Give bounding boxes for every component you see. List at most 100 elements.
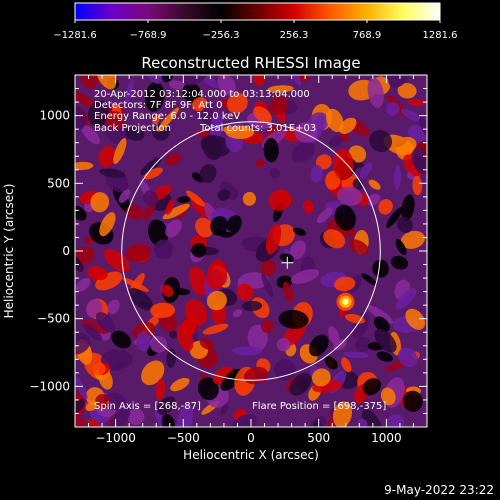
x-tick-label: −1000 — [95, 431, 136, 445]
texture-blob — [95, 394, 110, 410]
texture-blob — [199, 164, 217, 183]
texture-blob — [411, 147, 427, 175]
texture-blob — [282, 281, 294, 303]
texture-blob — [157, 396, 176, 415]
annotation-block: 20-Apr-2012 03:12:04.000 to 03:13:04.000… — [94, 89, 316, 134]
texture-blob — [368, 179, 381, 190]
colorbar-tick-label: −768.9 — [130, 30, 167, 41]
texture-blob — [206, 290, 227, 311]
texture-blob — [82, 323, 103, 341]
texture-blob — [162, 203, 190, 220]
colorbar-tick-label: 1281.6 — [423, 30, 458, 41]
texture-blob — [95, 311, 116, 333]
texture-blob — [276, 337, 291, 352]
texture-blob — [127, 408, 145, 426]
spin-axis-marker — [281, 256, 294, 269]
texture-blob — [98, 168, 126, 178]
texture-blob — [217, 75, 236, 96]
x-axis-label: Heliocentric X (arcsec) — [183, 448, 319, 462]
texture-blob — [182, 82, 202, 103]
texture-blob — [366, 193, 381, 206]
texture-blob — [96, 75, 117, 90]
texture-blob — [198, 377, 219, 401]
flare-source — [342, 298, 349, 305]
y-axis-label: Heliocentric Y (arcsec) — [2, 184, 16, 319]
texture-blob — [84, 236, 94, 245]
texture-blob — [166, 348, 177, 368]
texture-blob — [328, 325, 340, 346]
annotation-line: Detectors: 7F 8F 9F, Att 0 — [94, 100, 222, 111]
texture-blob — [201, 75, 219, 89]
texture-blob — [181, 75, 208, 86]
texture-blob — [206, 259, 228, 290]
texture-blob — [323, 229, 346, 249]
y-tick-label: 0 — [62, 244, 70, 258]
annotation-line: Energy Range: 6.0 - 12.0 keV — [94, 111, 240, 122]
texture-blob — [419, 117, 427, 138]
texture-blob — [343, 351, 369, 359]
texture-blob — [90, 192, 110, 213]
texture-blob — [180, 318, 196, 336]
texture-blob — [294, 122, 318, 143]
texture-blob — [397, 82, 417, 99]
texture-blob — [324, 356, 338, 370]
texture-blob — [225, 125, 255, 139]
texture-blob — [303, 200, 314, 214]
texture-blob — [143, 190, 159, 207]
texture-blob — [99, 212, 116, 237]
texture-blob — [308, 334, 329, 357]
texture-blob — [315, 154, 332, 170]
texture-blob — [255, 158, 265, 168]
texture-blob — [150, 302, 176, 319]
texture-blob — [75, 375, 88, 400]
texture-blob — [348, 145, 367, 163]
texture-blob — [95, 268, 108, 281]
texture-blob — [195, 217, 214, 238]
texture-blob — [253, 106, 272, 124]
texture-blob — [380, 387, 396, 406]
texture-blob — [87, 419, 106, 427]
texture-blob — [385, 102, 400, 116]
texture-blob — [157, 107, 180, 132]
texture-blob — [374, 329, 397, 353]
colorbar — [74, 2, 441, 21]
texture-blob — [241, 300, 263, 312]
x-tick-label: 1000 — [371, 431, 402, 445]
texture-blob — [177, 196, 191, 203]
texture-blob — [332, 401, 352, 427]
texture-blob — [165, 199, 175, 215]
texture-blob — [362, 378, 382, 396]
texture-blob — [107, 299, 120, 315]
x-tick-label: 500 — [307, 431, 330, 445]
texture-blob — [376, 351, 393, 362]
texture-blob — [395, 288, 417, 310]
spin-axis-label: Spin Axis = [268,-87] — [94, 401, 201, 412]
texture-blob — [98, 145, 117, 168]
texture-blob — [393, 165, 402, 191]
texture-blob — [233, 309, 243, 318]
texture-blob — [155, 378, 166, 401]
texture-blob — [87, 100, 110, 127]
x-tick-label: −500 — [167, 431, 200, 445]
texture-blob — [144, 81, 165, 112]
colorbar-tick-label: −256.3 — [202, 30, 239, 41]
texture-blob — [337, 186, 363, 206]
texture-blob — [75, 205, 87, 221]
texture-blob — [313, 420, 323, 427]
texture-blob — [186, 190, 206, 207]
texture-blob — [75, 277, 91, 292]
y-tick-label: 500 — [47, 176, 70, 190]
texture-blob — [126, 205, 145, 220]
texture-blob — [397, 347, 418, 368]
texture-blob — [334, 276, 356, 292]
texture-blob — [341, 357, 352, 373]
texture-blob — [325, 170, 341, 190]
texture-blob — [278, 309, 309, 329]
texture-blob — [355, 336, 371, 353]
annotation-line: Back Projection — [94, 123, 171, 134]
texture-blob — [106, 110, 125, 130]
y-tick-label: 1000 — [39, 109, 70, 123]
texture-blob — [113, 137, 127, 164]
texture-blob — [372, 259, 389, 278]
